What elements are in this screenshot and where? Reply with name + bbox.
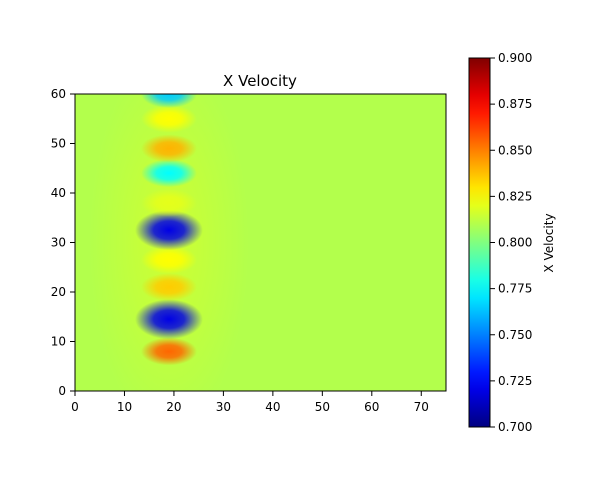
- x-tick-label: 20: [166, 400, 181, 414]
- velocity-feature: [140, 273, 197, 302]
- velocity-feature: [134, 210, 203, 251]
- velocity-feature: [134, 299, 203, 340]
- x-tick-label: 0: [71, 400, 79, 414]
- chart-title: X Velocity: [223, 72, 297, 90]
- x-tick-label: 10: [117, 400, 132, 414]
- colorbar-tick-label: 0.850: [498, 143, 532, 157]
- x-tick-label: 30: [216, 400, 231, 414]
- x-tick-label: 50: [315, 400, 330, 414]
- colorbar-tick-label: 0.775: [498, 282, 532, 296]
- x-tick-label: 60: [364, 400, 379, 414]
- velocity-feature: [140, 245, 197, 274]
- x-tick-label: 40: [265, 400, 280, 414]
- velocity-feature: [140, 94, 197, 108]
- y-axis: 0 10 20 30 40 50 60: [51, 87, 75, 398]
- heatmap-field: [75, 94, 446, 391]
- y-tick-label: 60: [51, 87, 66, 101]
- colorbar-tick-label: 0.725: [498, 374, 532, 388]
- y-tick-label: 10: [51, 335, 66, 349]
- y-tick-label: 40: [51, 186, 66, 200]
- y-tick-label: 20: [51, 285, 66, 299]
- velocity-feature: [140, 188, 197, 217]
- colorbar-tick-label: 0.700: [498, 420, 532, 434]
- colorbar-tick-label: 0.875: [498, 97, 532, 111]
- y-tick-label: 30: [51, 236, 66, 250]
- colorbar-tick-label: 0.750: [498, 328, 532, 342]
- colorbar-tick-label: 0.825: [498, 189, 532, 203]
- colorbar-label: X Velocity: [542, 213, 556, 272]
- y-tick-label: 0: [58, 384, 66, 398]
- y-tick-label: 50: [51, 137, 66, 151]
- x-tick-label: 70: [414, 400, 429, 414]
- colorbar: [468, 57, 491, 428]
- velocity-feature: [140, 104, 197, 133]
- colorbar-ticks: 0.700 0.725 0.750 0.775 0.800 0.825 0.850 0.875…: [490, 51, 532, 434]
- colorbar-tick-label: 0.800: [498, 236, 532, 250]
- colorbar-tick-label: 0.900: [498, 51, 532, 65]
- x-axis: 0 10 20 30 40 50 60 70: [71, 391, 429, 414]
- velocity-feature: [140, 134, 197, 163]
- velocity-feature: [140, 337, 197, 366]
- velocity-feature: [140, 159, 197, 188]
